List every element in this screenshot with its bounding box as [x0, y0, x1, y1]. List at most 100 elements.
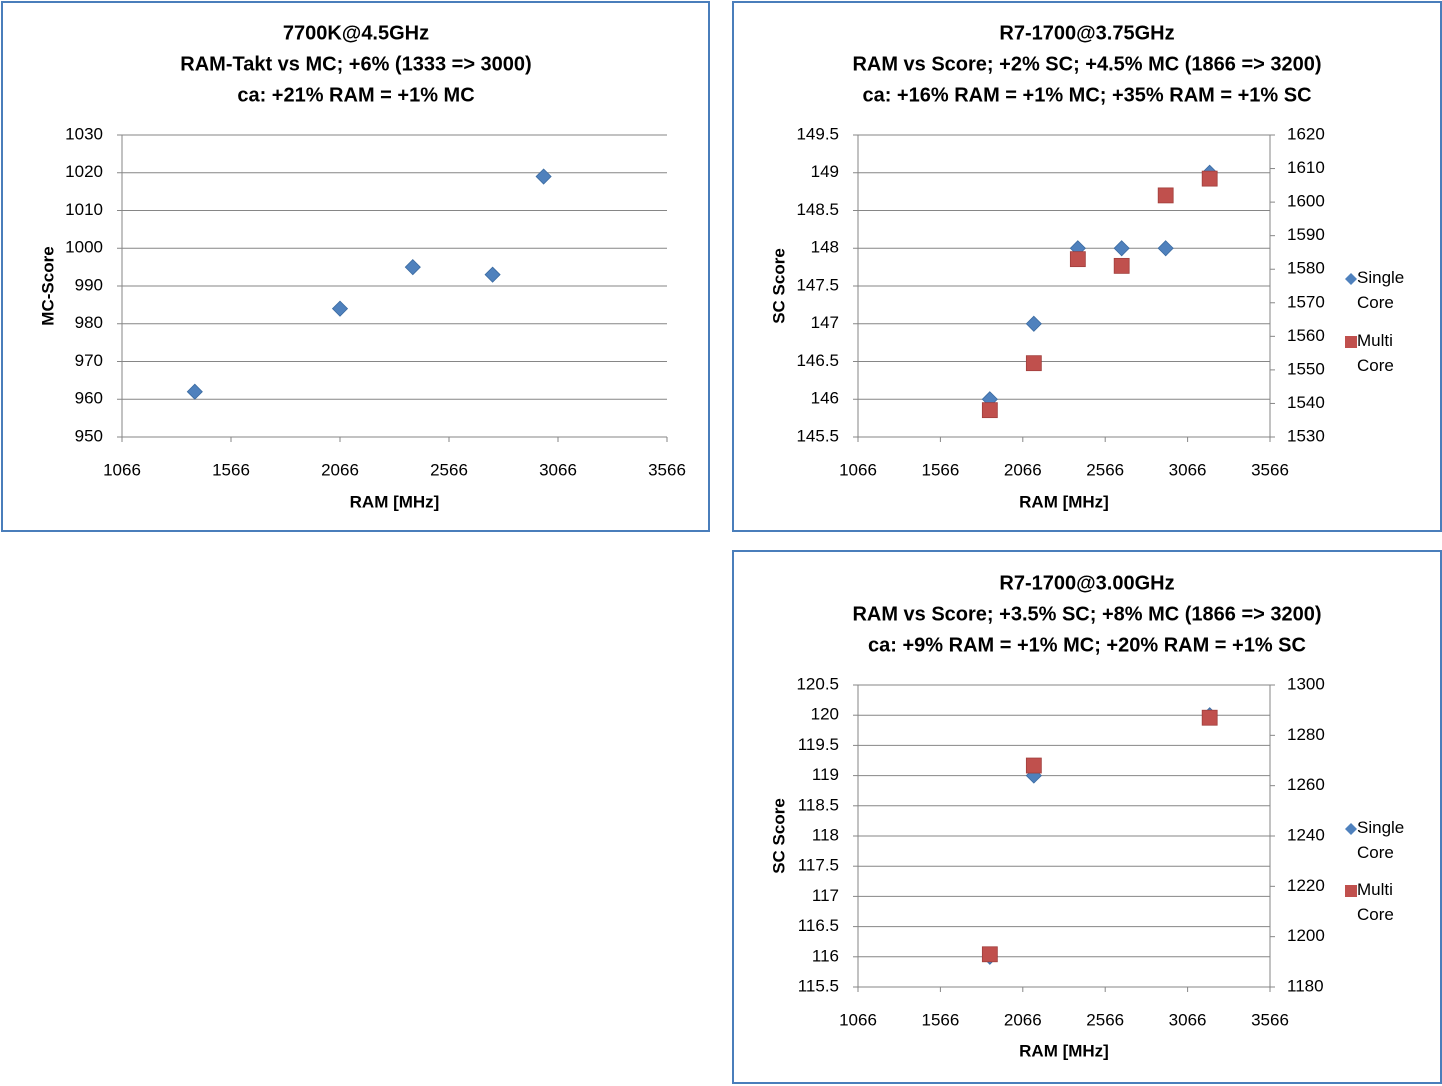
y-tick-label: 118.5 — [798, 795, 839, 814]
x-tick-label: 3566 — [648, 460, 686, 479]
legend-marker-square — [1345, 336, 1357, 348]
legend: Single Core Multi Core — [1345, 268, 1409, 375]
y-tick-label: 960 — [75, 389, 103, 408]
y-axis-title: SC Score — [769, 798, 788, 874]
y-tick-label: 950 — [75, 426, 103, 445]
chart-title-line: ca: +21% RAM = +1% MC — [237, 84, 474, 106]
chart-title-line: RAM vs Score; +2% SC; +4.5% MC (1866 => … — [852, 53, 1321, 75]
y-tick-label: 970 — [75, 351, 103, 370]
y-tick-label: 147.5 — [796, 275, 839, 294]
data-point-diamond — [1157, 240, 1174, 257]
x-tick-label: 2566 — [430, 460, 468, 479]
x-tick-label: 2066 — [1004, 460, 1042, 479]
x-axis-title: RAM [MHz] — [350, 492, 440, 511]
y-tick-label: 117 — [812, 886, 839, 905]
chart-title-line: 7700K@4.5GHz — [283, 22, 429, 44]
y-tick-label: 1020 — [65, 162, 103, 181]
legend-label: Multi Core — [1357, 331, 1398, 375]
y2-tick-label: 1550 — [1287, 359, 1325, 378]
y2-tick-label: 1570 — [1287, 292, 1325, 311]
x-tick-label: 3066 — [539, 460, 577, 479]
x-axis-title: RAM [MHz] — [1019, 492, 1109, 511]
data-point-square — [981, 946, 998, 963]
y-tick-label: 1010 — [65, 200, 103, 219]
chart-panel-r7-1700-300: R7-1700@3.00GHz RAM vs Score; +3.5% SC; +… — [732, 550, 1442, 1084]
x-tick-label: 3066 — [1169, 460, 1207, 479]
chart-panel-7700k: 7700K@4.5GHz RAM-Takt vs MC; +6% (1333 =>… — [1, 1, 710, 532]
y2-tick-label: 1530 — [1287, 426, 1325, 445]
data-point-diamond — [331, 300, 349, 317]
y-tick-label: 148.5 — [796, 200, 839, 219]
x-tick-label: 3566 — [1251, 1010, 1289, 1029]
y-tick-label: 145.5 — [796, 426, 839, 445]
y2-tick-label: 1620 — [1287, 124, 1325, 143]
chart-title-line: R7-1700@3.00GHz — [999, 572, 1174, 594]
x-tick-label: 1066 — [839, 460, 877, 479]
legend-marker-diamond — [1345, 823, 1357, 835]
y-tick-label: 1030 — [65, 124, 103, 143]
data-point-square — [1157, 187, 1174, 204]
x-tick-label: 2066 — [321, 460, 359, 479]
chart-panel-r7-1700-375: R7-1700@3.75GHz RAM vs Score; +2% SC; +4.… — [732, 1, 1442, 532]
data-point-square — [1113, 257, 1130, 274]
data-point-square — [1201, 170, 1218, 187]
legend: Single Core Multi Core — [1345, 818, 1409, 924]
y-tick-label: 119 — [812, 765, 839, 784]
chart-7700k-svg: 7700K@4.5GHz RAM-Takt vs MC; +6% (1333 =>… — [38, 22, 686, 511]
legend-marker-diamond — [1345, 273, 1357, 285]
x-tick-label: 1066 — [839, 1010, 877, 1029]
x-tick-label: 3066 — [1169, 1010, 1207, 1029]
y-tick-label: 117.5 — [798, 856, 839, 875]
chart-title-line: RAM-Takt vs MC; +6% (1333 => 3000) — [180, 53, 531, 75]
y-axis-title: SC Score — [769, 248, 788, 324]
y2-tick-label: 1600 — [1287, 192, 1325, 211]
chart-title-line: R7-1700@3.75GHz — [999, 22, 1174, 44]
chart-r7-1700-375-svg: R7-1700@3.75GHz RAM vs Score; +2% SC; +4.… — [769, 22, 1409, 511]
legend-label: Single Core — [1357, 268, 1409, 312]
y-tick-label: 146 — [811, 389, 839, 408]
x-tick-label: 2066 — [1004, 1010, 1042, 1029]
y2-tick-label: 1260 — [1287, 775, 1325, 794]
y-tick-label: 990 — [75, 275, 103, 294]
y2-tick-label: 1300 — [1287, 674, 1325, 693]
y2-tick-label: 1540 — [1287, 393, 1325, 412]
y2-tick-label: 1280 — [1287, 725, 1325, 744]
y2-tick-label: 1180 — [1287, 976, 1324, 995]
y-tick-label: 1000 — [65, 238, 103, 257]
y-axis-title: MC-Score — [38, 246, 57, 325]
y-tick-label: 120 — [811, 705, 839, 724]
data-point-diamond — [535, 168, 552, 185]
data-point-square — [1025, 757, 1042, 774]
data-point-diamond — [1113, 240, 1130, 257]
data-point-square — [981, 402, 998, 419]
y-tick-label: 115.5 — [798, 976, 839, 995]
y2-tick-label: 1560 — [1287, 326, 1325, 345]
x-tick-label: 1566 — [212, 460, 250, 479]
x-axis-title: RAM [MHz] — [1019, 1041, 1109, 1060]
x-tick-label: 2566 — [1086, 1010, 1124, 1029]
data-point-square — [1069, 251, 1086, 268]
data-point-diamond — [1025, 315, 1042, 332]
chart-title-line: RAM vs Score; +3.5% SC; +8% MC (1866 => … — [852, 603, 1321, 625]
chart-title-line: ca: +9% RAM = +1% MC; +20% RAM = +1% SC — [868, 634, 1306, 656]
y2-tick-label: 1200 — [1287, 926, 1325, 945]
chart-title-line: ca: +16% RAM = +1% MC; +35% RAM = +1% SC — [862, 84, 1311, 106]
legend-label: Single Core — [1357, 818, 1409, 862]
y-tick-label: 149.5 — [796, 124, 839, 143]
data-point-square — [1201, 709, 1218, 726]
x-tick-label: 3566 — [1251, 460, 1289, 479]
y2-tick-label: 1590 — [1287, 225, 1325, 244]
x-tick-label: 1066 — [103, 460, 141, 479]
legend-label: Multi Core — [1357, 880, 1398, 924]
chart-r7-1700-300-svg: R7-1700@3.00GHz RAM vs Score; +3.5% SC; +… — [769, 572, 1409, 1060]
y2-tick-label: 1240 — [1287, 825, 1325, 844]
y-tick-label: 147 — [811, 313, 839, 332]
y-tick-label: 980 — [75, 313, 103, 332]
y2-tick-label: 1220 — [1287, 876, 1325, 895]
data-point-diamond — [404, 259, 421, 276]
x-tick-label: 2566 — [1086, 460, 1124, 479]
x-tick-label: 1566 — [921, 460, 959, 479]
y2-tick-label: 1580 — [1287, 259, 1325, 278]
y-tick-label: 116.5 — [798, 916, 839, 935]
data-point-square — [1025, 355, 1042, 372]
